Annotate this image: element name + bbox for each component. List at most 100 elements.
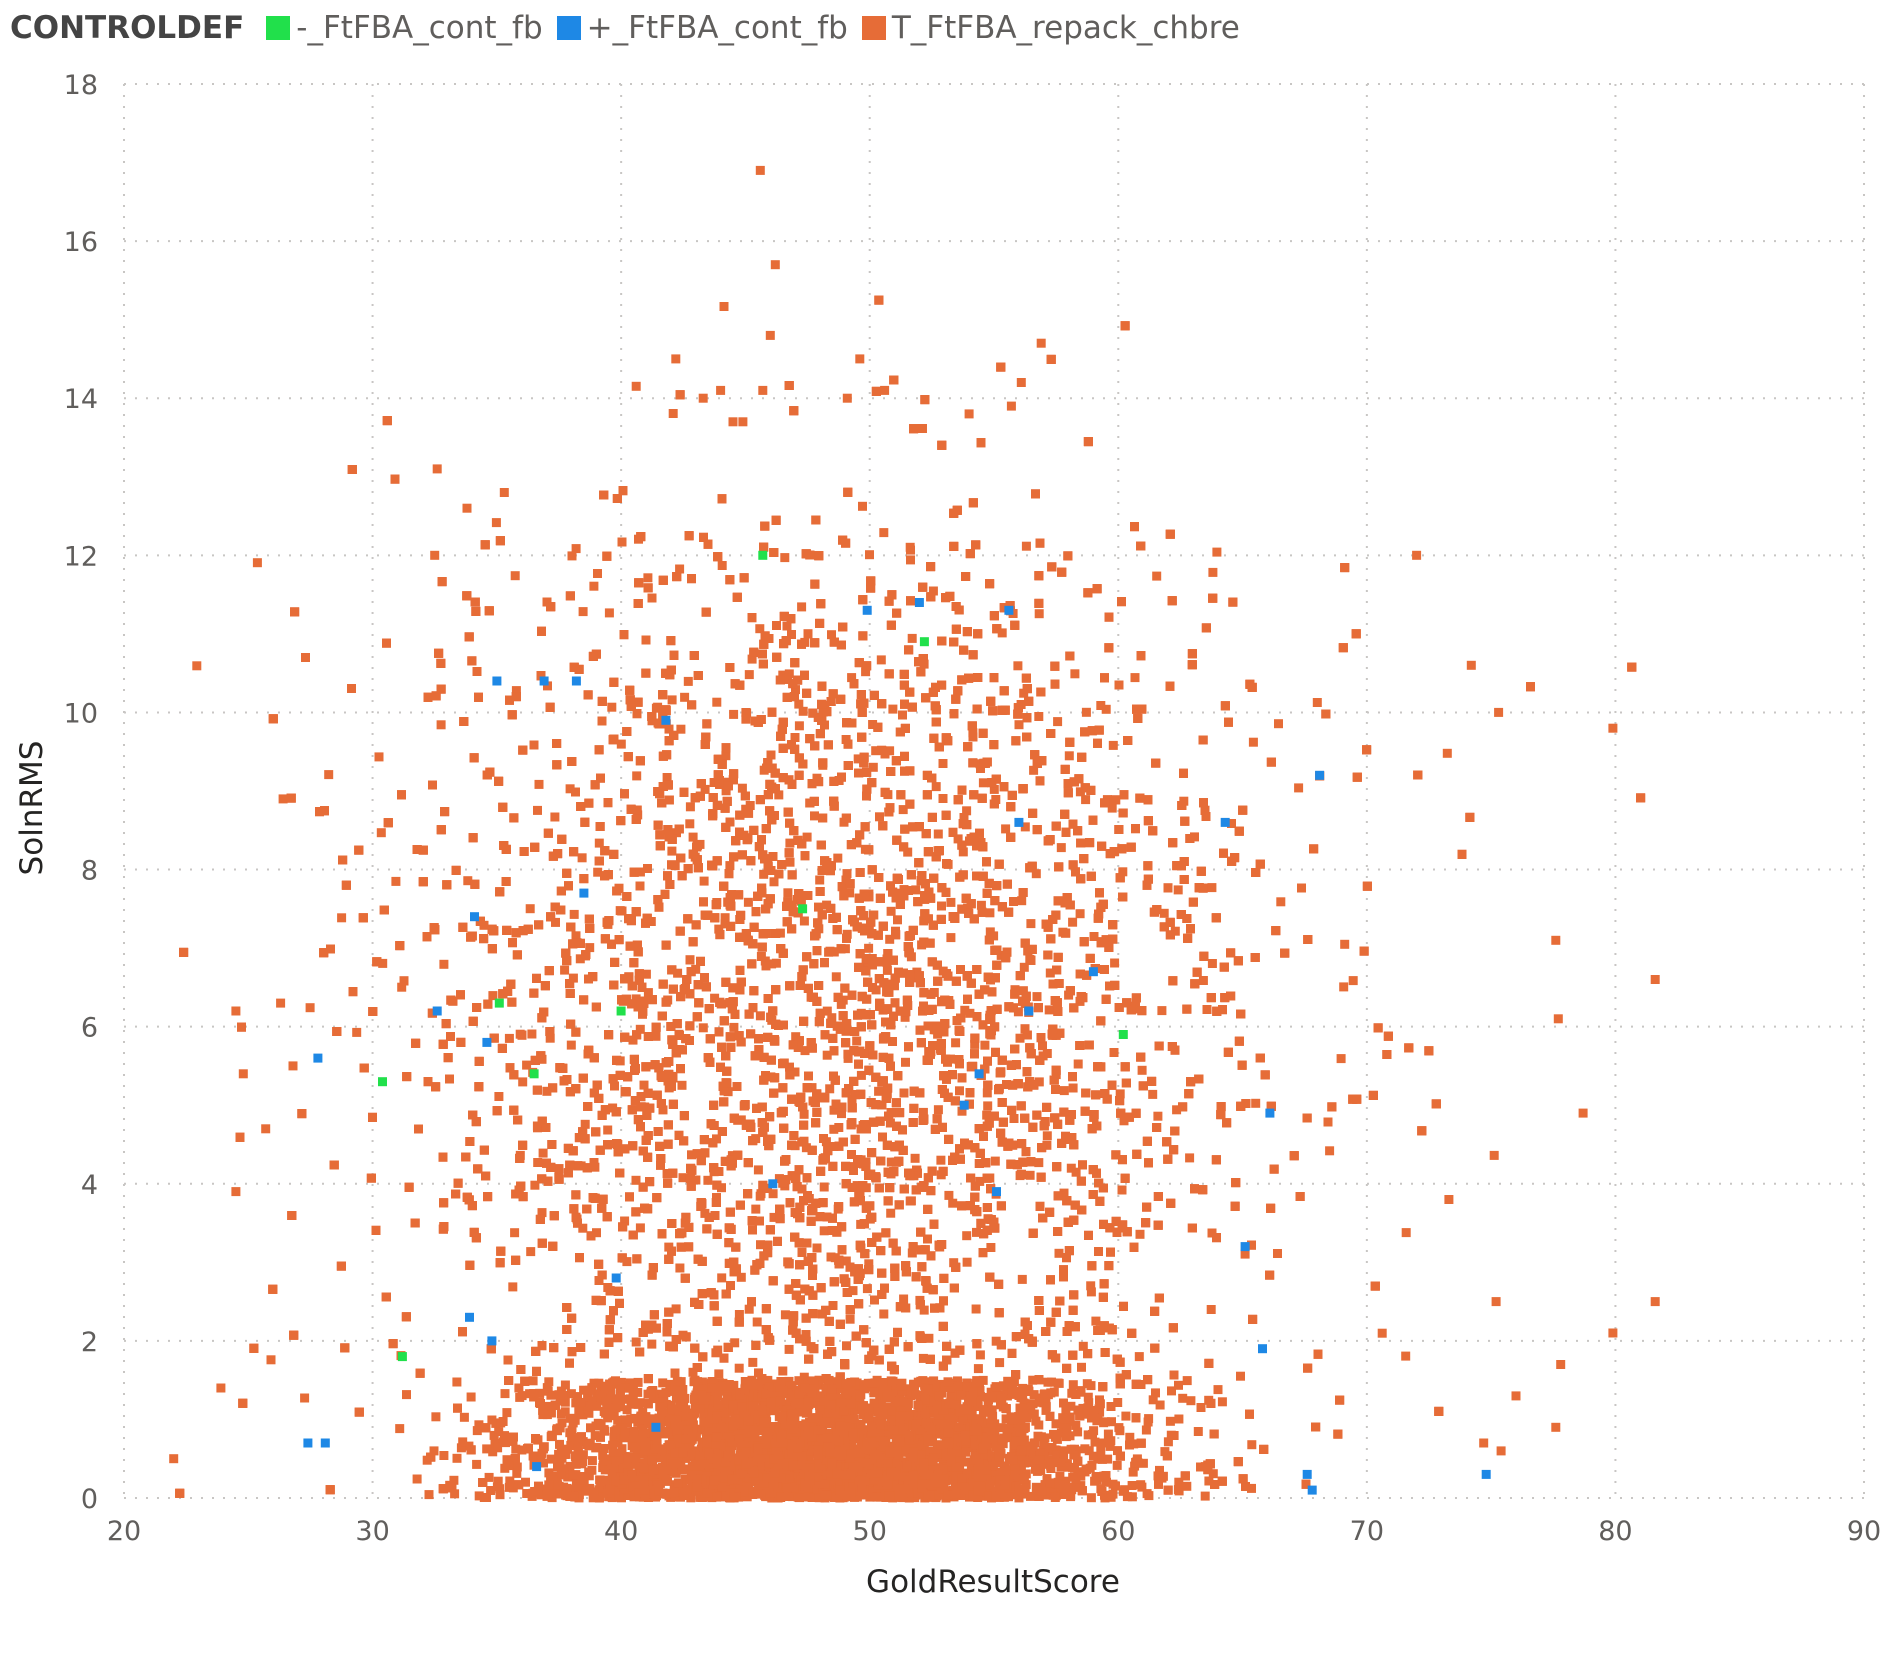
- data-point-repack-chbre[interactable]: [955, 1086, 964, 1096]
- data-point-repack-chbre[interactable]: [918, 1107, 928, 1117]
- data-point-repack-chbre[interactable]: [1075, 909, 1085, 919]
- data-point-repack-chbre[interactable]: [997, 628, 1007, 638]
- data-point-repack-chbre[interactable]: [847, 1150, 856, 1159]
- data-point-repack-chbre[interactable]: [985, 908, 995, 918]
- data-point-repack-chbre[interactable]: [698, 1023, 708, 1033]
- data-point-repack-chbre[interactable]: [755, 1011, 765, 1021]
- data-point-repack-chbre[interactable]: [736, 1272, 746, 1282]
- data-point-repack-chbre[interactable]: [865, 550, 874, 560]
- data-point-repack-chbre[interactable]: [683, 676, 693, 686]
- data-point-repack-chbre[interactable]: [1137, 1065, 1147, 1075]
- data-point-repack-chbre[interactable]: [810, 811, 819, 821]
- data-point-repack-chbre[interactable]: [518, 1077, 528, 1087]
- data-point-repack-chbre[interactable]: [778, 1366, 788, 1376]
- data-point-repack-chbre[interactable]: [633, 810, 643, 820]
- data-point-repack-chbre[interactable]: [962, 1231, 972, 1241]
- data-point-repack-chbre[interactable]: [962, 1257, 972, 1267]
- data-point-repack-chbre[interactable]: [560, 965, 570, 975]
- data-point-repack-chbre[interactable]: [978, 778, 988, 788]
- data-point-repack-chbre[interactable]: [742, 708, 752, 718]
- data-point-repack-chbre[interactable]: [603, 1125, 613, 1135]
- data-point-repack-chbre[interactable]: [1096, 701, 1106, 710]
- data-point-repack-chbre[interactable]: [1248, 737, 1258, 747]
- data-point-repack-chbre[interactable]: [1236, 1371, 1245, 1381]
- data-point-repack-chbre[interactable]: [1029, 765, 1039, 775]
- data-point-repack-chbre[interactable]: [1031, 869, 1041, 879]
- data-point-repack-chbre[interactable]: [300, 1393, 310, 1403]
- data-point-repack-chbre[interactable]: [1034, 712, 1044, 721]
- data-point-repack-chbre[interactable]: [1159, 908, 1169, 918]
- data-point-repack-chbre[interactable]: [861, 667, 871, 677]
- data-point-repack-chbre[interactable]: [990, 1156, 1000, 1166]
- data-point-repack-chbre[interactable]: [1066, 1163, 1076, 1173]
- data-point-repack-chbre[interactable]: [1294, 783, 1304, 793]
- data-point-repack-chbre[interactable]: [628, 1035, 638, 1045]
- data-point-repack-chbre[interactable]: [962, 806, 972, 816]
- data-point-repack-chbre[interactable]: [980, 1040, 990, 1050]
- data-point-repack-chbre[interactable]: [849, 1166, 858, 1175]
- data-point-repack-chbre[interactable]: [662, 773, 672, 782]
- data-point-repack-chbre[interactable]: [631, 381, 641, 391]
- data-point-repack-chbre[interactable]: [965, 1008, 975, 1018]
- data-point-repack-chbre[interactable]: [1086, 1281, 1096, 1291]
- data-point-repack-chbre[interactable]: [785, 838, 795, 848]
- data-point-repack-chbre[interactable]: [717, 1183, 726, 1193]
- data-point-repack-chbre[interactable]: [741, 714, 751, 724]
- data-point-repack-chbre[interactable]: [976, 900, 986, 910]
- data-point-repack-chbre[interactable]: [1059, 1188, 1069, 1198]
- data-point-repack-chbre[interactable]: [510, 1228, 520, 1238]
- data-point-repack-chbre[interactable]: [845, 888, 855, 898]
- data-point-repack-chbre[interactable]: [1108, 740, 1118, 750]
- data-point-repack-chbre[interactable]: [714, 1369, 724, 1379]
- data-point-repack-chbre[interactable]: [568, 973, 578, 983]
- data-point-repack-chbre[interactable]: [833, 853, 843, 863]
- data-point-repack-chbre[interactable]: [522, 1060, 532, 1070]
- data-point-repack-chbre[interactable]: [841, 735, 851, 744]
- data-point-repack-chbre[interactable]: [864, 1259, 874, 1269]
- data-point-repack-chbre[interactable]: [491, 518, 501, 528]
- data-point-repack-chbre[interactable]: [871, 746, 881, 756]
- data-point-repack-chbre[interactable]: [1207, 883, 1217, 893]
- data-point-repack-chbre[interactable]: [1101, 704, 1111, 714]
- data-point-repack-chbre[interactable]: [1017, 896, 1027, 906]
- data-point-repack-chbre[interactable]: [1212, 547, 1222, 557]
- data-point-repack-chbre[interactable]: [668, 409, 678, 418]
- data-point-repack-chbre[interactable]: [795, 1334, 804, 1344]
- data-point-repack-chbre[interactable]: [911, 885, 921, 895]
- data-point-repack-chbre[interactable]: [807, 1083, 817, 1093]
- data-point-repack-chbre[interactable]: [658, 1105, 668, 1115]
- data-point-repack-chbre[interactable]: [845, 1314, 855, 1324]
- data-point-repack-chbre[interactable]: [886, 906, 896, 916]
- data-point-repack-chbre[interactable]: [837, 1109, 846, 1119]
- data-point-repack-chbre[interactable]: [1348, 976, 1358, 986]
- data-point-repack-chbre[interactable]: [252, 558, 262, 568]
- data-point-repack-chbre[interactable]: [717, 1273, 727, 1283]
- data-point-repack-chbre[interactable]: [1119, 1116, 1129, 1126]
- data-point-repack-chbre[interactable]: [972, 1227, 981, 1237]
- data-point-repack-chbre[interactable]: [791, 685, 800, 695]
- data-point-repack-chbre[interactable]: [752, 1317, 762, 1327]
- data-point-repack-chbre[interactable]: [1042, 1049, 1052, 1058]
- data-point-repack-chbre[interactable]: [898, 805, 908, 815]
- data-point-repack-chbre[interactable]: [794, 699, 804, 709]
- data-point-repack-chbre[interactable]: [538, 1148, 548, 1158]
- data-point-repack-chbre[interactable]: [951, 1038, 961, 1048]
- data-point-repack-chbre[interactable]: [414, 1124, 423, 1134]
- data-point-repack-chbre[interactable]: [688, 832, 698, 842]
- data-point-repack-chbre[interactable]: [1325, 1146, 1335, 1156]
- data-point-repack-chbre[interactable]: [753, 1165, 763, 1175]
- data-point-repack-chbre[interactable]: [1014, 720, 1024, 730]
- data-point-repack-chbre[interactable]: [931, 782, 941, 792]
- data-point-repack-chbre[interactable]: [783, 888, 793, 898]
- data-point-repack-chbre[interactable]: [838, 995, 848, 1005]
- data-point-repack-chbre[interactable]: [1152, 571, 1162, 581]
- data-point-repack-chbre[interactable]: [1155, 1465, 1164, 1475]
- data-point-repack-chbre[interactable]: [960, 1005, 970, 1015]
- data-point-repack-chbre[interactable]: [737, 783, 747, 793]
- data-point-repack-chbre[interactable]: [982, 1088, 992, 1098]
- data-point-repack-chbre[interactable]: [767, 959, 777, 969]
- data-point-repack-chbre[interactable]: [656, 1160, 665, 1170]
- data-point-repack-chbre[interactable]: [511, 686, 521, 696]
- data-point-repack-chbre[interactable]: [463, 876, 473, 886]
- data-point-repack-chbre[interactable]: [632, 771, 642, 781]
